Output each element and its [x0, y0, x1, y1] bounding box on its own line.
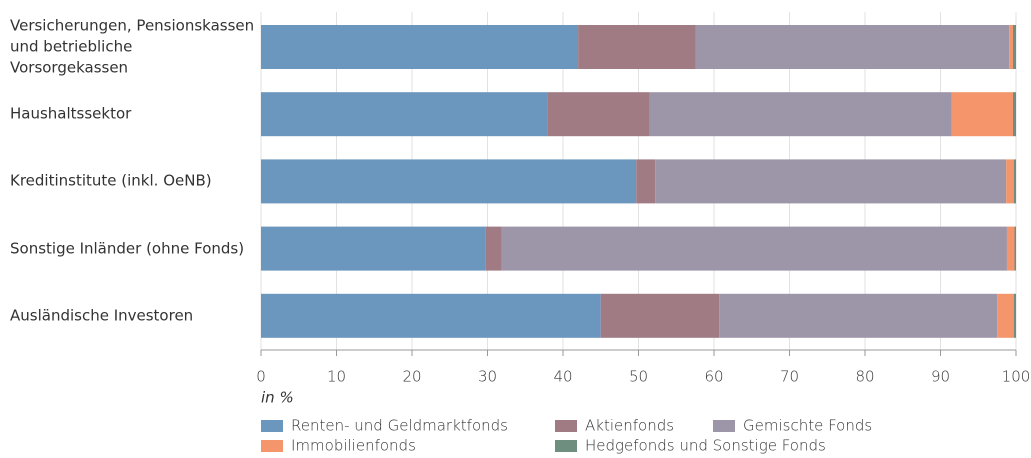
bar-segment — [547, 92, 650, 137]
bar-segment — [1012, 92, 1016, 137]
bar-segment — [1014, 226, 1016, 271]
legend-label: Aktienfonds — [585, 417, 674, 435]
legend-swatch — [713, 420, 735, 432]
x-tick-label: 40 — [553, 368, 572, 386]
bar-segment — [655, 159, 1007, 204]
x-tick-label: 90 — [931, 368, 950, 386]
bar-segment — [1009, 25, 1013, 69]
bar-segment — [1012, 25, 1016, 69]
bar-segment — [261, 25, 579, 69]
bar-segment — [719, 293, 998, 338]
legend-label: Hedgefonds und Sonstige Fonds — [585, 437, 826, 455]
bar-segment — [261, 293, 601, 338]
legend-swatch — [261, 440, 283, 452]
bar-segment — [501, 226, 1007, 271]
legend-label: Immobilienfonds — [291, 437, 416, 455]
x-tick-label: 80 — [855, 368, 874, 386]
bar-segment — [1006, 159, 1014, 204]
x-tick-label: 50 — [629, 368, 648, 386]
x-tick-label: 100 — [1002, 368, 1031, 386]
x-tick-label: 70 — [780, 368, 799, 386]
x-tick-label: 30 — [478, 368, 497, 386]
legend-swatch — [261, 420, 283, 432]
x-axis-label: in % — [261, 389, 294, 407]
legend-swatch — [555, 440, 577, 452]
bar-segment — [636, 159, 656, 204]
bar-segment — [1006, 226, 1015, 271]
category-label: Sonstige Inländer (ohne Fonds) — [10, 239, 245, 258]
legend-label: Renten- und Geldmarktfonds — [291, 417, 508, 435]
x-tick-label: 20 — [402, 368, 421, 386]
category-label: Versicherungen, Pensionskassen und betri… — [10, 16, 255, 77]
legend-label: Gemischte Fonds — [743, 417, 872, 435]
bar-segment — [1013, 159, 1016, 204]
bar-segment — [600, 293, 720, 338]
bar-segment — [261, 159, 637, 204]
x-tick-label: 60 — [704, 368, 723, 386]
bar-segment — [649, 92, 952, 137]
bar-segment — [997, 293, 1014, 338]
bar-segment — [951, 92, 1013, 137]
category-label: Ausländische Investoren — [10, 306, 194, 325]
category-label: Haushaltssektor — [10, 104, 132, 123]
bar-segment — [1013, 293, 1016, 338]
bar-segment — [695, 25, 1010, 69]
bar-segment — [578, 25, 696, 69]
category-label: Kreditinstitute (inkl. OeNB) — [10, 171, 212, 190]
bar-segment — [261, 92, 548, 137]
bar-segment — [261, 226, 486, 271]
x-tick-label: 10 — [327, 368, 346, 386]
legend-swatch — [555, 420, 577, 432]
bar-segment — [485, 226, 502, 271]
x-tick-label: 0 — [256, 368, 266, 386]
